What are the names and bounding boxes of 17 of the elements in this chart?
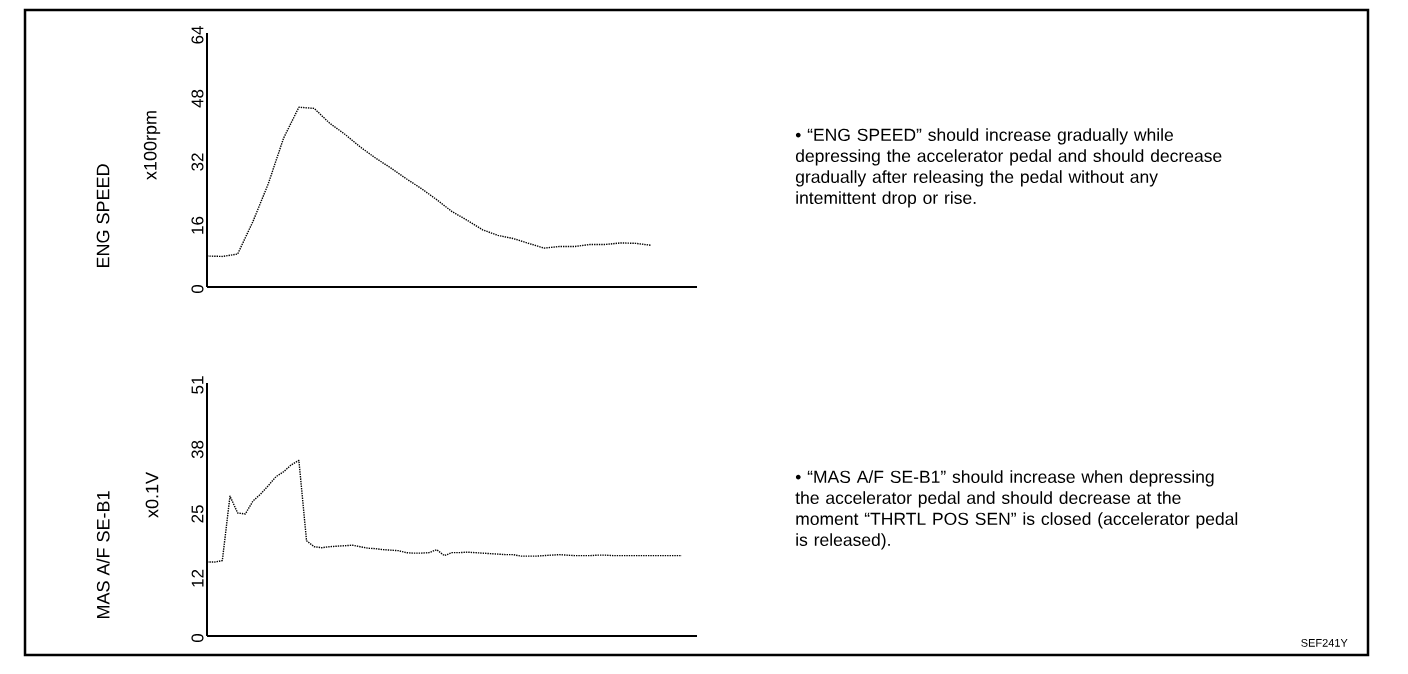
text: x0.1V	[145, 472, 159, 518]
y-tick-label: 0	[191, 284, 204, 294]
y-tick-label: 16	[191, 216, 204, 234]
y-axis-title: MAS A/F SE-B1	[96, 491, 110, 619]
text: • “ENG SPEED” should increase gradually while depressing the accelerator pedal and should decrease gradually after releasing the pedal without any intemittent drop or rise.	[795, 128, 1222, 208]
text: x100rpm	[143, 111, 161, 180]
y-tick-label: 0	[191, 633, 204, 643]
y-tick-label: 48	[191, 89, 204, 108]
text: • “MAS A/F SE-B1” should increase when depressing the accelerator pedal and should decrease at the moment “THRTL POS SEN” is closed (accelerator pedal is released).	[795, 470, 1238, 550]
y-tick-label: 12	[191, 569, 204, 587]
y-tick-label: 25	[191, 505, 204, 523]
y-tick-label: 38	[191, 440, 204, 459]
y-tick-label: 32	[191, 153, 204, 171]
text: SEF241Y	[1301, 639, 1348, 647]
y-tick-label: 64	[191, 26, 204, 44]
y-axis-title: ENG SPEED	[96, 164, 110, 268]
y-tick-label: 51	[191, 376, 204, 394]
